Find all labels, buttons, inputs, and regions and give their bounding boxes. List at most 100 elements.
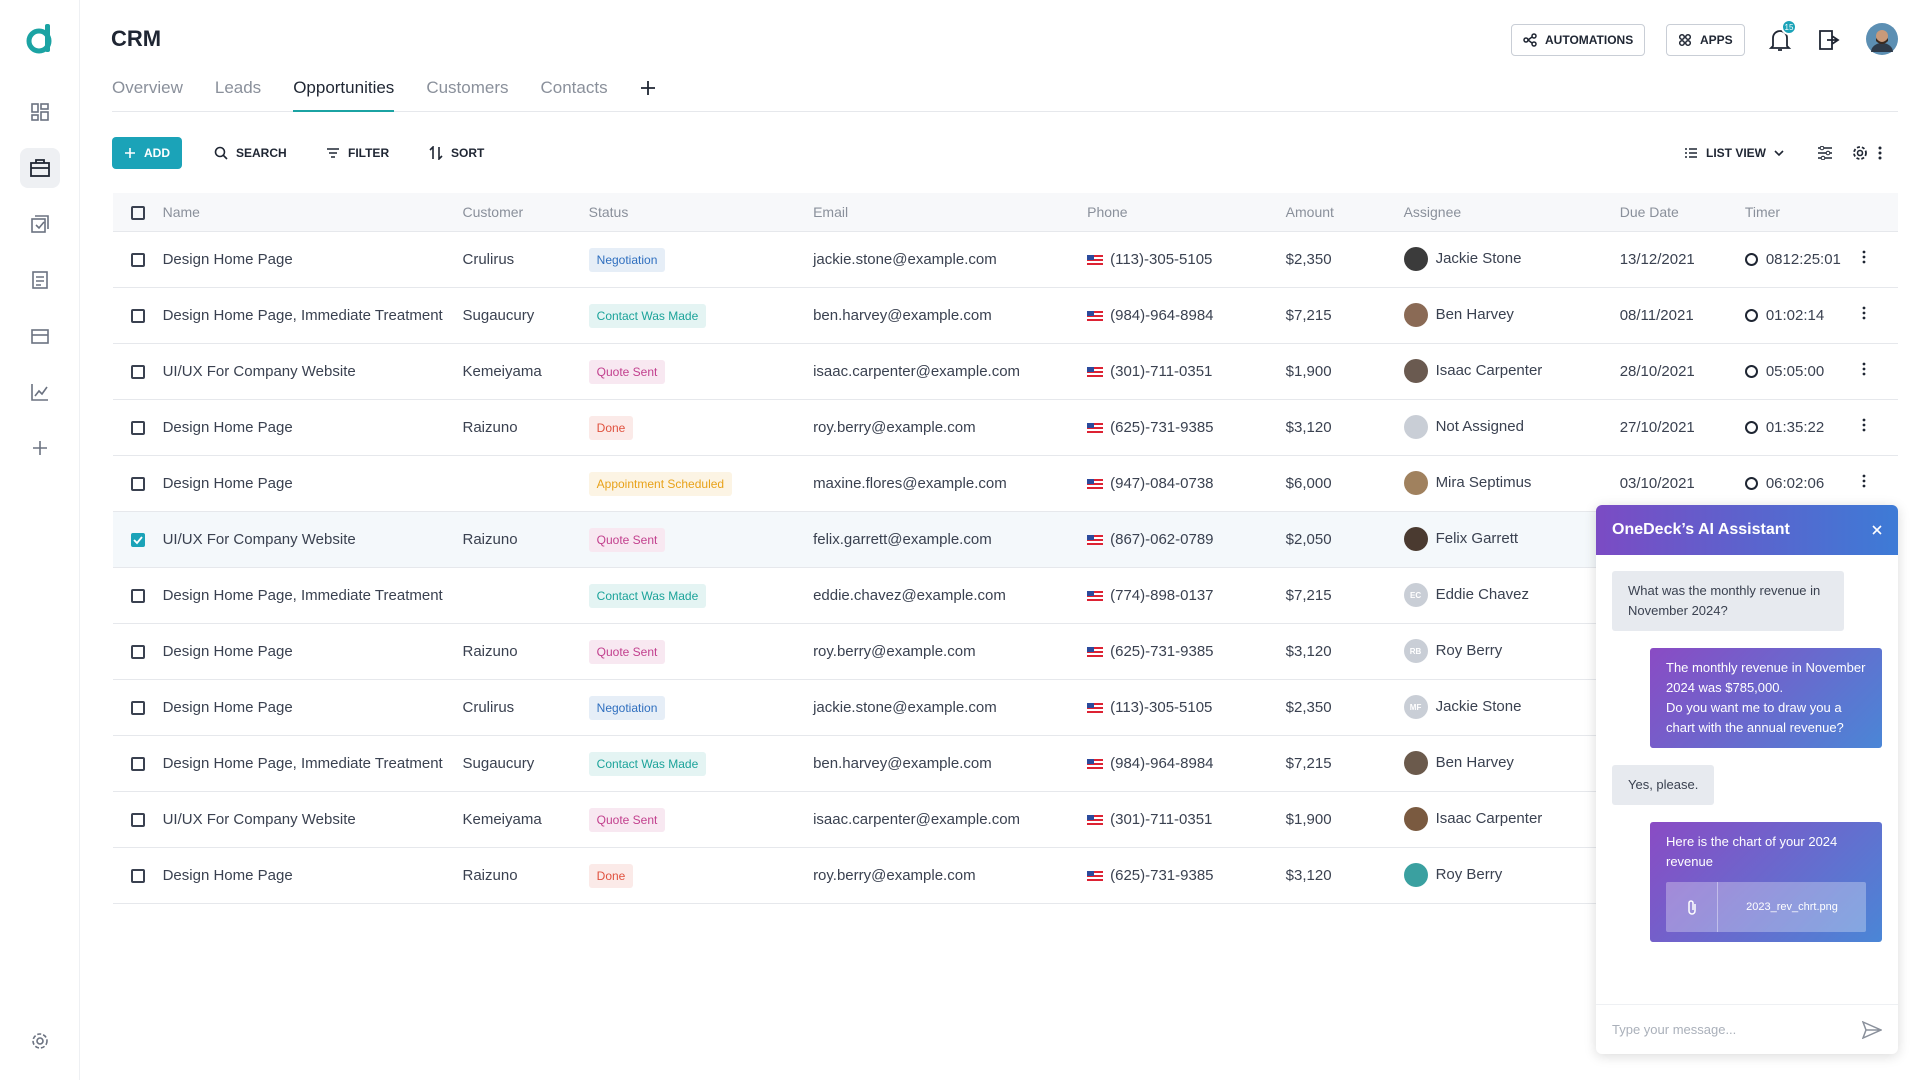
assignee-cell: RB Roy Berry — [1402, 623, 1619, 680]
phone: (301)-711-0351 — [1110, 810, 1213, 828]
phone-cell: (947)-084-0738 — [1086, 455, 1285, 512]
avatar — [1403, 359, 1428, 383]
checkbox[interactable] — [131, 644, 145, 659]
checkbox[interactable] — [131, 812, 145, 827]
email-cell: ben.harvey@example.com — [812, 287, 1087, 344]
nav-crm[interactable] — [20, 148, 60, 188]
nav-reports[interactable] — [20, 372, 60, 412]
button-label: SEARCH — [236, 146, 287, 160]
more-icon[interactable] — [1877, 145, 1883, 161]
more-icon[interactable] — [1861, 474, 1867, 488]
due-cell: 08/11/2021 — [1618, 287, 1744, 344]
view-select[interactable]: LIST VIEW — [1672, 137, 1796, 169]
tab[interactable]: Customers — [426, 78, 509, 97]
name-cell: Design Home Page, Immediate Treatment — [161, 567, 462, 624]
select-cell — [113, 399, 162, 456]
nav-billing[interactable] — [20, 316, 60, 356]
select-cell — [113, 287, 162, 344]
tab[interactable]: Contacts — [540, 78, 608, 97]
settings-icon[interactable] — [1852, 145, 1868, 161]
nav-add[interactable] — [20, 428, 60, 468]
row-actions[interactable] — [1859, 455, 1898, 512]
export-icon[interactable] — [1817, 28, 1841, 52]
row-actions[interactable] — [1859, 231, 1898, 288]
select-cell — [113, 623, 162, 680]
select-cell — [113, 791, 162, 848]
nav-docs[interactable] — [20, 260, 60, 300]
tab[interactable]: Opportunities — [293, 78, 395, 112]
apps-button[interactable]: APPS — [1666, 24, 1745, 56]
columns-icon[interactable] — [1817, 146, 1833, 160]
assignee-cell: EC Eddie Chavez — [1402, 567, 1619, 624]
button-label: SORT — [451, 146, 485, 160]
status-pill: Done — [588, 863, 634, 888]
more-icon[interactable] — [1861, 418, 1867, 432]
toolbar: ADD SEARCH FILTER SORT LIST VIEW — [112, 137, 1898, 169]
select-cell — [113, 511, 162, 568]
checkbox[interactable] — [131, 532, 145, 547]
customer-cell: Raizuno — [461, 511, 588, 568]
checkbox[interactable] — [131, 756, 145, 771]
automations-button[interactable]: AUTOMATIONS — [1511, 24, 1646, 56]
add-tab[interactable] — [640, 78, 656, 112]
close-button[interactable] — [1872, 525, 1882, 535]
search-button[interactable]: SEARCH — [202, 137, 299, 169]
send-button[interactable] — [1862, 1020, 1882, 1039]
row-actions[interactable] — [1859, 287, 1898, 344]
amount-cell: $2,050 — [1284, 511, 1403, 568]
assignee-cell: MF Jackie Stone — [1402, 679, 1619, 736]
chat-messages: What was the monthly revenue in November… — [1596, 555, 1898, 958]
phone-cell: (774)-898-0137 — [1086, 567, 1285, 624]
sort-button[interactable]: SORT — [417, 137, 496, 169]
more-icon[interactable] — [1861, 250, 1867, 264]
checkbox[interactable] — [131, 364, 145, 379]
row-actions[interactable] — [1859, 343, 1898, 400]
phone: (984)-964-8984 — [1110, 754, 1214, 772]
attachment[interactable]: 2023_rev_chrt.png — [1666, 882, 1866, 932]
checkbox[interactable] — [131, 700, 145, 715]
name-cell: UI/UX For Company Website — [161, 343, 462, 400]
table-row: Design Home Page Raizuno Done roy.berry@exa… — [113, 399, 1898, 456]
filter-button[interactable]: FILTER — [314, 137, 401, 169]
user-avatar[interactable] — [1865, 22, 1899, 56]
row-actions[interactable] — [1859, 399, 1898, 456]
select-cell — [113, 455, 162, 512]
phone: (947)-084-0738 — [1110, 474, 1214, 492]
more-icon[interactable] — [1861, 362, 1867, 376]
customer-cell: Sugaucury — [461, 287, 588, 344]
checkbox[interactable] — [131, 868, 145, 883]
timer-cell: 06:02:06 — [1743, 455, 1860, 512]
status-pill: Quote Sent — [588, 527, 666, 552]
checkbox[interactable] — [131, 476, 145, 491]
nav-dashboard[interactable] — [20, 92, 60, 132]
amount-cell: $2,350 — [1284, 679, 1403, 736]
status-cell: Quote Sent — [587, 623, 813, 680]
name-cell: UI/UX For Company Website — [161, 791, 462, 848]
due-cell: 13/12/2021 — [1618, 231, 1744, 288]
phone-cell: (625)-731-9385 — [1086, 847, 1285, 904]
tab[interactable]: Leads — [214, 78, 262, 97]
checkbox[interactable] — [131, 252, 145, 267]
timer-icon — [1744, 253, 1758, 267]
add-button[interactable]: ADD — [112, 137, 182, 169]
tab[interactable]: Overview — [112, 78, 183, 97]
checkbox[interactable] — [131, 588, 145, 603]
checkbox[interactable] — [131, 205, 145, 220]
more-icon[interactable] — [1861, 306, 1867, 320]
amount-cell: $3,120 — [1284, 623, 1403, 680]
select-cell — [113, 679, 162, 736]
assignee-cell: Not Assigned — [1402, 399, 1619, 456]
assignee-cell: Isaac Carpenter — [1402, 343, 1619, 400]
checkbox[interactable] — [131, 420, 145, 435]
checkbox[interactable] — [131, 308, 145, 323]
nav-settings[interactable] — [20, 1021, 60, 1061]
logo[interactable] — [24, 22, 56, 54]
nav-tasks[interactable] — [20, 204, 60, 244]
chat-title: OneDeck’s AI Assistant — [1612, 521, 1790, 538]
flag — [1087, 478, 1104, 489]
name-cell: Design Home Page — [161, 679, 462, 736]
flag — [1087, 702, 1104, 713]
column-header: Phone — [1086, 193, 1285, 232]
chat-input[interactable]: Type your message... — [1596, 1004, 1898, 1054]
email-cell: felix.garrett@example.com — [812, 511, 1087, 568]
